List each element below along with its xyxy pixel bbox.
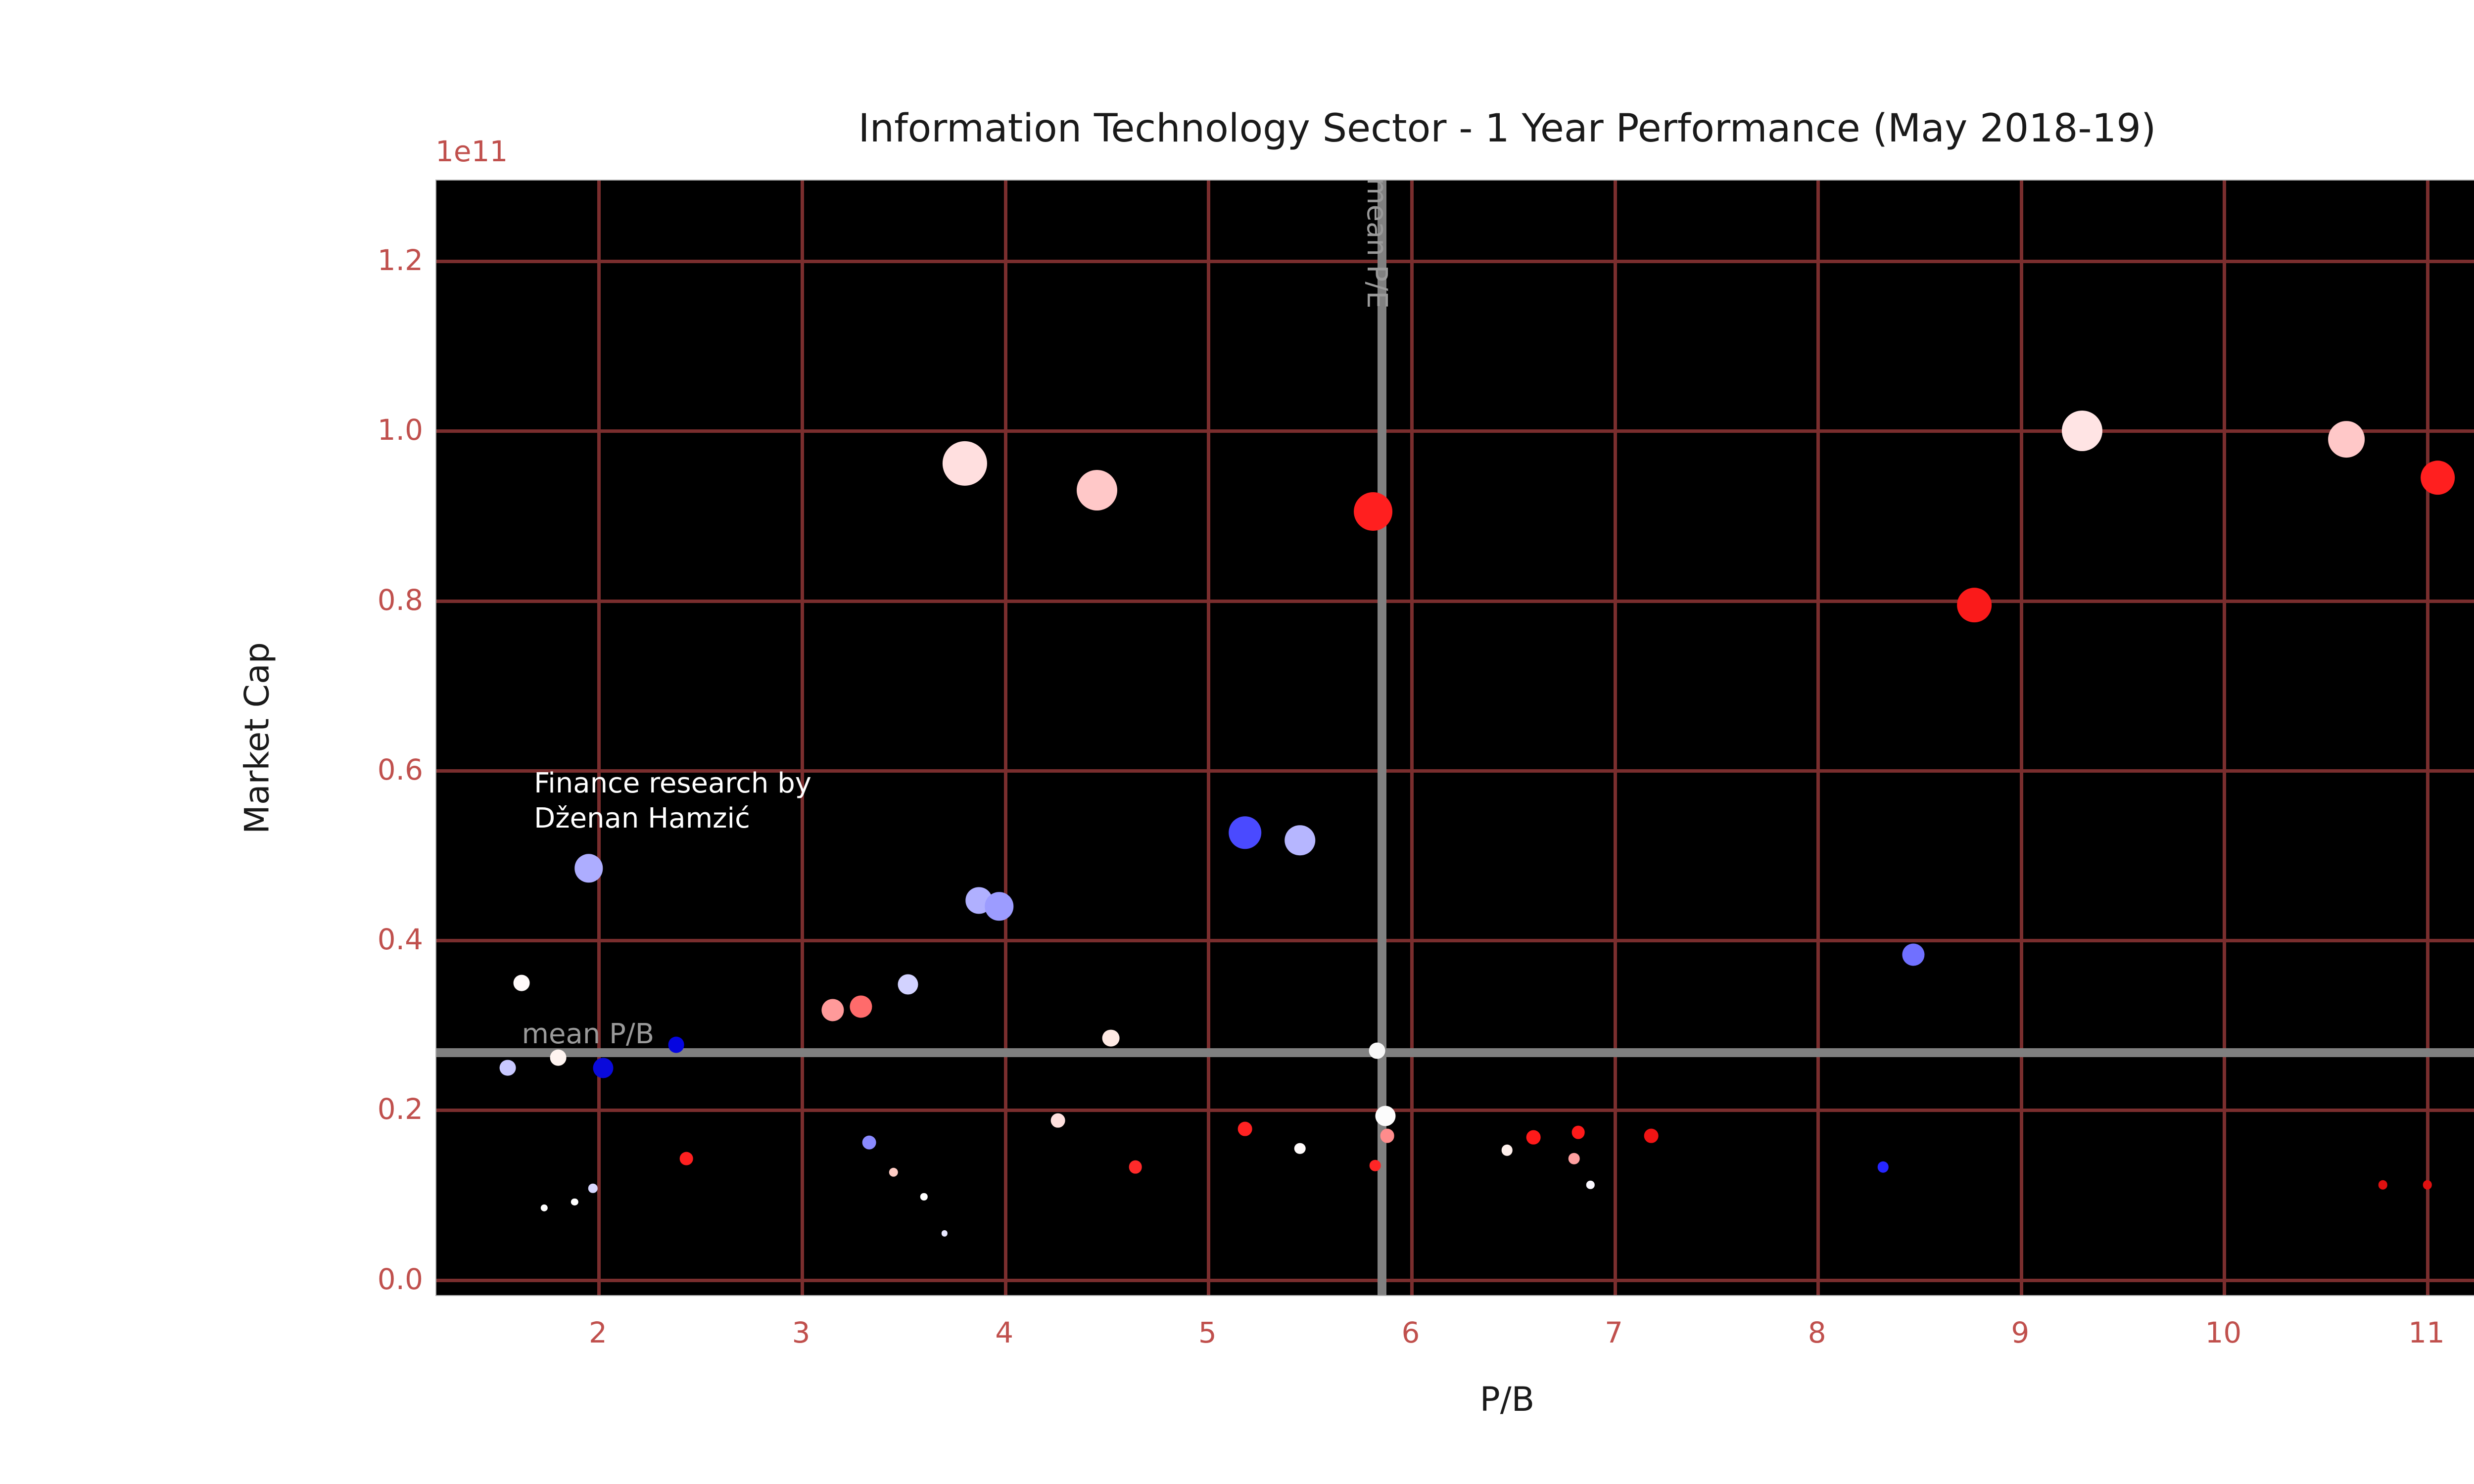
x-tick-label: 10	[2205, 1316, 2242, 1349]
y-axis-offset-text: 1e11	[435, 135, 508, 168]
scatter-point	[1571, 1125, 1585, 1139]
y-axis-label: Market Cap	[238, 642, 277, 834]
scatter-point	[1877, 1161, 1889, 1173]
chart-title: Information Technology Sector - 1 Year P…	[858, 106, 2156, 151]
gridline-vertical	[801, 181, 805, 1295]
scatter-point	[668, 1036, 684, 1053]
gridline-horizontal	[436, 260, 2474, 264]
scatter-point	[942, 441, 987, 486]
mean-pb-label: mean P/B	[522, 1018, 655, 1050]
y-tick-label: 0.0	[377, 1262, 423, 1296]
x-tick-label: 9	[2011, 1316, 2030, 1349]
y-tick-label: 0.4	[377, 923, 423, 957]
scatter-point	[679, 1152, 693, 1165]
x-tick-label: 2	[589, 1316, 607, 1349]
scatter-point	[2061, 411, 2102, 452]
x-tick-label: 11	[2408, 1316, 2445, 1349]
scatter-point	[571, 1198, 578, 1206]
plot-area: mean P/B mean P/E Finance research by Dž…	[435, 180, 2474, 1296]
scatter-point	[1526, 1130, 1541, 1145]
y-tick-label: 1.2	[377, 243, 423, 278]
scatter-point	[985, 892, 1014, 921]
scatter-point	[821, 999, 844, 1021]
scatter-point	[1237, 1121, 1252, 1136]
scatter-point	[1285, 825, 1315, 856]
gridline-vertical	[1410, 181, 1414, 1295]
x-tick-label: 7	[1605, 1316, 1623, 1349]
gridline-vertical	[2223, 181, 2227, 1295]
scatter-point	[898, 974, 918, 995]
scatter-point	[1076, 470, 1117, 511]
mean-pe-reference-line	[1378, 181, 1387, 1295]
y-tick-label: 0.2	[377, 1092, 423, 1126]
scatter-point	[540, 1204, 548, 1211]
x-axis-label: P/B	[1479, 1380, 1535, 1419]
scatter-point	[499, 1060, 516, 1076]
gridline-vertical	[597, 181, 601, 1295]
scatter-point	[1051, 1113, 1065, 1128]
y-tick-label: 1.0	[377, 413, 423, 447]
gridline-vertical	[2019, 181, 2023, 1295]
scatter-point	[550, 1049, 567, 1066]
scatter-point	[1129, 1160, 1142, 1174]
gridline-vertical	[1207, 181, 1211, 1295]
x-axis-ticks: 2 3 4 5 6 7 8 9 10 11	[435, 1316, 2474, 1355]
gridline-vertical	[1003, 181, 1007, 1295]
gridline-horizontal	[436, 1109, 2474, 1113]
scatter-point	[593, 1058, 614, 1078]
gridline-horizontal	[436, 429, 2474, 433]
scatter-point	[1102, 1029, 1120, 1047]
y-tick-label: 0.8	[377, 583, 423, 617]
scatter-point	[514, 974, 530, 991]
y-tick-label: 0.6	[377, 752, 423, 787]
x-tick-label: 3	[792, 1316, 810, 1349]
mean-pe-label: mean P/E	[1361, 180, 1393, 309]
gridline-horizontal	[436, 1278, 2474, 1282]
scatter-point	[1644, 1128, 1659, 1143]
gridline-horizontal	[436, 769, 2474, 773]
scatter-point	[889, 1167, 899, 1177]
gridline-vertical	[1816, 181, 1820, 1295]
scatter-point	[1369, 1159, 1381, 1171]
x-tick-label: 5	[1198, 1316, 1217, 1349]
scatter-point	[588, 1184, 598, 1193]
x-tick-label: 8	[1808, 1316, 1826, 1349]
scatter-point	[920, 1193, 928, 1201]
gridline-horizontal	[436, 939, 2474, 943]
scatter-point	[1380, 1128, 1395, 1143]
mean-pb-reference-line	[436, 1048, 2474, 1057]
scatter-point	[1586, 1181, 1595, 1189]
scatter-point	[1369, 1042, 1385, 1059]
x-tick-label: 4	[995, 1316, 1014, 1349]
scatter-point	[862, 1135, 876, 1150]
scatter-point	[1569, 1153, 1580, 1164]
gridline-vertical	[2426, 181, 2430, 1295]
x-tick-label: 6	[1401, 1316, 1420, 1349]
gridline-horizontal	[436, 599, 2474, 603]
scatter-point	[1375, 1106, 1396, 1126]
scatter-point	[1902, 943, 1925, 966]
scatter-point	[2423, 1180, 2432, 1190]
scatter-point	[1294, 1143, 1306, 1154]
scatter-point	[2378, 1180, 2387, 1190]
scatter-point	[2328, 421, 2365, 458]
scatter-point	[1353, 492, 1392, 531]
credit-annotation: Finance research by Dženan Hamzić	[534, 767, 811, 835]
y-axis-ticks: 0.0 0.2 0.4 0.6 0.8 1.0 1.2	[336, 180, 423, 1296]
scatter-point	[941, 1230, 948, 1237]
gridline-vertical	[1613, 181, 1617, 1295]
scatter-point	[1957, 588, 1992, 623]
scatter-point	[2420, 460, 2455, 495]
scatter-point	[574, 854, 603, 882]
scatter-point	[850, 995, 872, 1018]
scatter-point	[1229, 816, 1262, 849]
scatter-point	[1501, 1144, 1513, 1156]
